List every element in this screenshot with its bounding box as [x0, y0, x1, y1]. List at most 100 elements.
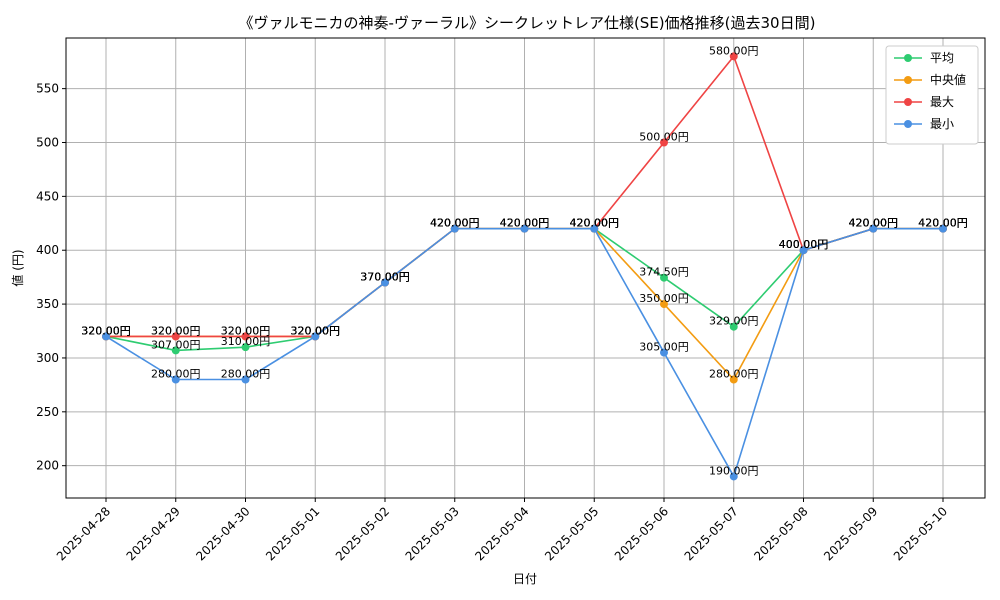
- legend-label: 最大: [930, 95, 954, 109]
- data-label: 580.00円: [709, 44, 759, 57]
- data-point: [171, 332, 180, 341]
- data-label: 400.00円: [779, 238, 829, 251]
- data-point: [729, 322, 738, 331]
- x-tick-label: 2025-04-30: [193, 504, 252, 563]
- y-tick-label: 400: [36, 243, 59, 257]
- data-label: 500.00円: [639, 130, 689, 143]
- data-point: [660, 138, 668, 147]
- data-label: 320.00円: [221, 324, 271, 337]
- data-label: 420.00円: [430, 217, 480, 230]
- data-label: 420.00円: [430, 217, 480, 230]
- y-tick-label: 300: [36, 351, 59, 365]
- data-point: [729, 472, 738, 481]
- data-label: 370.00円: [360, 271, 410, 284]
- data-label: 320.00円: [291, 324, 341, 337]
- data-label: 320.00円: [81, 324, 131, 337]
- data-label: 190.00円: [709, 464, 759, 477]
- data-point: [171, 346, 180, 355]
- y-tick-label: 450: [36, 189, 59, 203]
- data-label: 280.00円: [151, 367, 201, 380]
- data-point: [660, 348, 668, 357]
- data-label: 320.00円: [221, 324, 271, 337]
- y-axis-label: 値 (円): [10, 249, 25, 286]
- x-tick-label: 2025-05-05: [542, 504, 601, 563]
- data-point: [381, 278, 389, 287]
- data-label: 320.00円: [81, 324, 131, 337]
- data-point: [241, 332, 250, 341]
- x-tick-label: 2025-05-08: [751, 504, 810, 563]
- data-label: 350.00円: [639, 292, 689, 305]
- x-tick-label: 2025-05-02: [333, 504, 392, 563]
- x-tick-label: 2025-04-29: [124, 504, 183, 563]
- plot-frame: [65, 37, 986, 499]
- x-tick-label: 2025-05-04: [472, 504, 531, 563]
- data-point: [660, 300, 668, 309]
- legend-marker: [904, 98, 912, 106]
- data-label: 400.00円: [779, 238, 829, 251]
- data-label: 370.00円: [360, 271, 410, 284]
- x-tick-label: 2025-05-07: [682, 504, 741, 563]
- data-label: 420.00円: [849, 217, 899, 230]
- data-label: 320.00円: [81, 324, 131, 337]
- data-label: 320.00円: [291, 324, 341, 337]
- x-tick-label: 2025-05-01: [263, 504, 322, 563]
- data-point: [729, 52, 738, 61]
- series-layer: [102, 52, 947, 481]
- data-point: [799, 246, 808, 255]
- legend-marker: [904, 76, 912, 84]
- data-label: 420.00円: [849, 217, 899, 230]
- data-label: 307.00円: [151, 338, 201, 351]
- x-tick-label: 2025-05-10: [891, 504, 950, 563]
- data-point: [102, 332, 110, 341]
- data-label: 400.00円: [779, 238, 829, 251]
- legend-box: [885, 45, 979, 145]
- data-label: 420.00円: [918, 217, 968, 230]
- x-tick-label: 2025-05-03: [403, 504, 462, 563]
- data-label: 420.00円: [570, 217, 620, 230]
- data-label: 320.00円: [291, 324, 341, 337]
- data-label: 400.00円: [779, 238, 829, 251]
- x-axis-label: 日付: [513, 572, 537, 586]
- axes: 2025-04-28 2025-04-29 2025-04-30 2025-05-01…: [36, 82, 950, 564]
- legend-marker: [904, 54, 912, 62]
- data-point: [241, 375, 250, 384]
- data-label: 280.00円: [221, 367, 271, 380]
- grid: [66, 38, 985, 498]
- data-label: 420.00円: [430, 217, 480, 230]
- legend-label: 最小: [930, 117, 954, 131]
- y-tick-label: 550: [36, 82, 59, 96]
- data-point: [241, 343, 250, 352]
- data-point: [729, 375, 738, 384]
- data-label: 420.00円: [918, 217, 968, 230]
- data-label: 374.50円: [639, 266, 689, 279]
- chart-title: 《ヴァルモニカの神奏-ヴァーラル》シークレットレア仕様(SE)価格推移(過去30…: [239, 14, 816, 32]
- data-label: 329.00円: [709, 315, 759, 328]
- data-label: 420.00円: [500, 217, 550, 230]
- x-tick-label: 2025-04-28: [54, 504, 113, 563]
- data-label: 280.00円: [709, 367, 759, 380]
- data-point: [660, 273, 668, 282]
- data-point: [869, 224, 878, 233]
- data-point: [520, 224, 529, 233]
- data-label: 420.00円: [849, 217, 899, 230]
- data-label: 305.00円: [639, 341, 689, 354]
- legend-label: 中央値: [930, 72, 966, 87]
- data-label: 420.00円: [849, 217, 899, 230]
- data-label: 320.00円: [291, 324, 341, 337]
- data-label: 420.00円: [500, 217, 550, 230]
- data-label: 320.00円: [151, 324, 201, 337]
- x-tick-label: 2025-05-06: [612, 504, 671, 563]
- data-label: 420.00円: [500, 217, 550, 230]
- data-label: 370.00円: [360, 271, 410, 284]
- data-label: 420.00円: [570, 217, 620, 230]
- y-tick-label: 500: [36, 135, 59, 149]
- data-label: 420.00円: [430, 217, 480, 230]
- data-label: 420.00円: [918, 217, 968, 230]
- data-point: [939, 224, 947, 233]
- data-point: [311, 332, 320, 341]
- data-label: 370.00円: [360, 271, 410, 284]
- data-point: [450, 224, 459, 233]
- data-label: 320.00円: [151, 324, 201, 337]
- legend-label: 平均: [930, 51, 954, 65]
